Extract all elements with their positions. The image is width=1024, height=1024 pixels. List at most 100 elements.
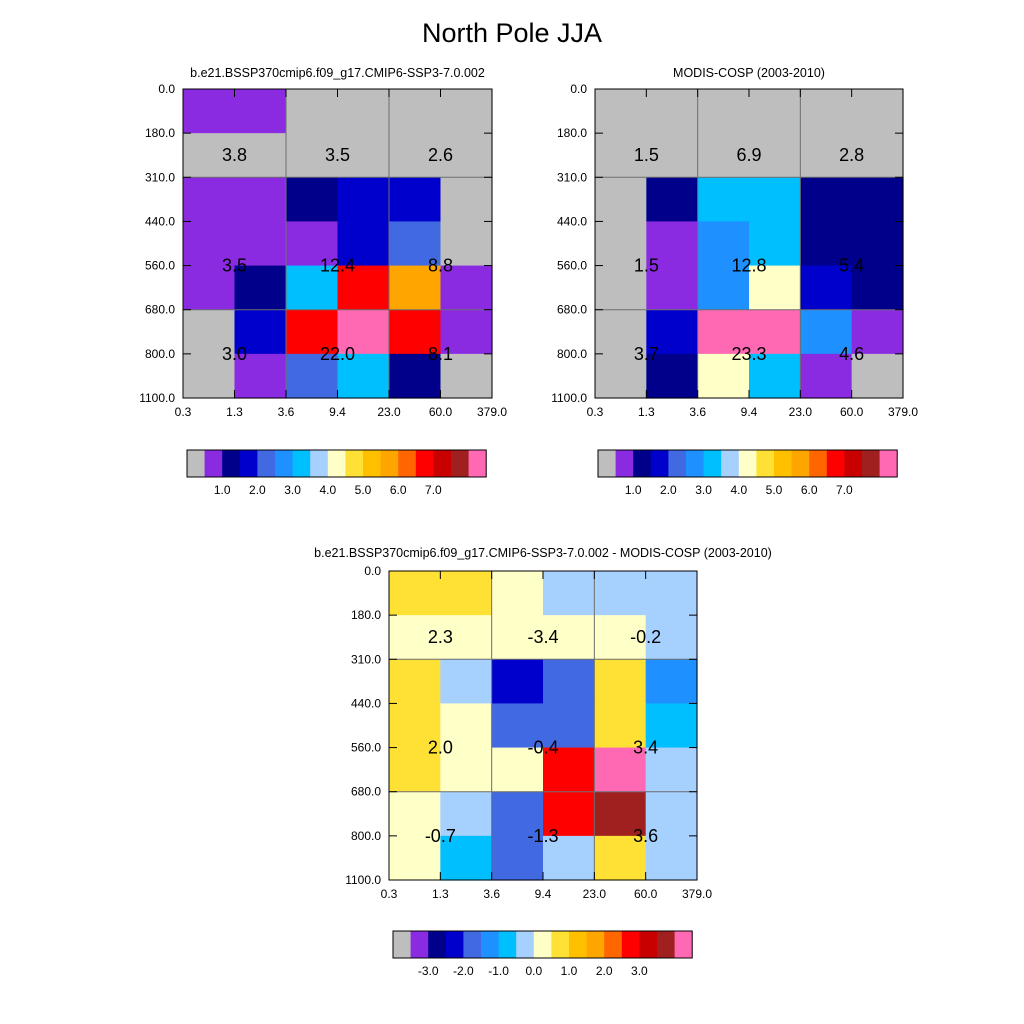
heatmap-cell [389,353,442,399]
heatmap-cell [491,659,544,705]
cell-value-label: 8.1 [428,344,453,364]
heatmap-cell [389,747,441,793]
heatmap-cell [646,353,699,399]
heatmap-cell [594,703,647,749]
heatmap-cell [645,615,698,660]
heatmap-cell [800,221,853,267]
colorbar: 1.0 2.0 3.0 4.0 5.0 6.0 7.0 [186,449,487,497]
colorbar-swatch [410,931,429,958]
colorbar-tick-label: 2.0 [596,964,613,978]
heatmap-cell [800,89,853,134]
heatmap-cell [389,703,441,749]
heatmap-cell [851,265,904,311]
heatmap-cell [595,89,647,134]
cell-value-label: 1.5 [634,145,659,165]
heatmap-cell [646,265,699,311]
heatmap-cell [543,747,595,793]
heatmap-cell [337,265,390,311]
heatmap-panel-3: b.e21.BSSP370cmip6.f09_g17.CMIP6-SSP3-7.… [314,546,772,978]
colorbar-swatch [639,931,658,958]
x-tick-label: 60.0 [429,405,453,419]
x-tick-label: 0.3 [587,405,604,419]
colorbar-swatch [598,450,616,477]
cell-value-label: 12.4 [320,256,355,276]
colorbar-swatch [826,450,845,477]
heatmap-cell [440,89,493,134]
heatmap-cell [645,703,698,749]
cell-value-label: 3.6 [633,826,658,846]
heatmap-cell [697,221,750,267]
y-tick-label: 680.0 [145,303,175,317]
heatmap-cell [543,703,595,749]
heatmap-cell [749,309,801,355]
heatmap-cell [389,133,442,178]
colorbar-swatch [275,450,293,477]
cell-value-label: -3.4 [527,627,558,647]
y-tick-label: 1100.0 [345,873,381,887]
heatmap-cell [543,791,595,837]
y-tick-label: 0.0 [570,82,587,96]
cell-value-label: 22.0 [320,344,355,364]
heatmap-cell [440,133,493,178]
heatmap-cell [749,265,801,311]
heatmap-cell [234,89,287,134]
colorbar-tick-label: 5.0 [766,483,783,497]
heatmap-cell [749,221,801,267]
y-tick-label: 800.0 [145,347,175,361]
colorbar-swatch [650,450,669,477]
x-tick-label: 3.6 [483,887,500,901]
colorbar-tick-label: 7.0 [836,483,853,497]
heatmap-cell [697,133,750,178]
heatmap-cell [800,353,853,399]
heatmap-cell [440,659,493,705]
panel-title: b.e21.BSSP370cmip6.f09_g17.CMIP6-SSP3-7.… [314,546,772,560]
heatmap-cell [183,177,236,223]
cell-value-label: -0.7 [425,826,456,846]
colorbar-tick-label: 3.0 [695,483,712,497]
colorbar-swatch [862,450,880,477]
heatmap-cell [697,265,750,311]
heatmap-cell [800,177,853,223]
colorbar-swatch [604,931,623,958]
colorbar-swatch [551,931,570,958]
x-tick-label: 1.3 [432,887,449,901]
colorbar-swatch [498,931,517,958]
heatmap-cell [543,615,595,660]
heatmap-cell [646,221,699,267]
y-tick-label: 0.0 [364,564,381,578]
heatmap-cell [389,177,442,223]
heatmap-cell [594,747,647,793]
heatmap-cell [440,703,493,749]
colorbar-frame [597,449,898,478]
x-tick-label: 3.6 [278,405,295,419]
colorbar-swatch [445,931,464,958]
colorbar-swatch [844,450,863,477]
heatmap-cell [183,89,236,134]
cell-value-label: 3.0 [222,344,247,364]
colorbar-swatch [657,931,675,958]
heatmap-cell [595,133,647,178]
heatmap-cell [800,309,853,355]
cell-value-label: -1.3 [527,826,558,846]
colorbar-tick-label: 1.0 [561,964,578,978]
heatmap-cell [851,353,904,399]
heatmap-cell [286,89,339,134]
x-tick-label: 60.0 [634,887,658,901]
heatmap-cell [234,265,287,311]
heatmap-cell [440,747,493,793]
colorbar-tick-label: -2.0 [453,964,474,978]
colorbar-swatch [621,931,640,958]
colorbar-swatch [433,450,452,477]
colorbar: -3.0 -2.0 -1.0 0.0 1.0 2.0 3.0 [392,930,693,978]
heatmap-cell [337,309,390,355]
x-tick-label: 9.4 [741,405,758,419]
colorbar-tick-label: 5.0 [355,483,372,497]
y-tick-label: 440.0 [557,214,587,228]
heatmap-cell [749,177,801,223]
colorbar-tick-label: 3.0 [284,483,301,497]
heatmap-cell [645,659,698,705]
heatmap-cell [491,791,544,837]
heatmap-cell [234,177,287,223]
colorbar-tick-label: 6.0 [390,483,407,497]
heatmap-cell [645,571,698,616]
